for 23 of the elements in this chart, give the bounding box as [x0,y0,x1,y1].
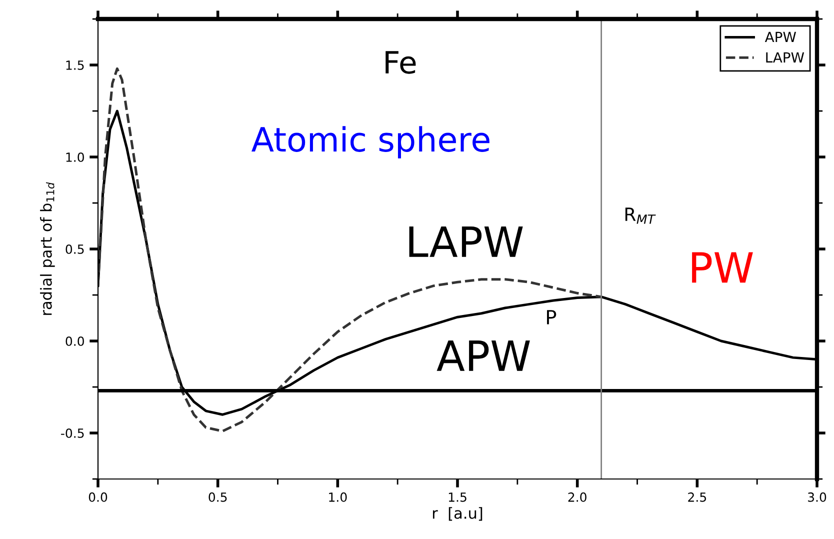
x-tick-label: 1.5 [448,492,466,502]
y-tick-label: 0.0 [66,336,84,346]
annotation: PW [692,252,753,283]
annotation: P [547,310,556,324]
x-tick-label: 3.0 [808,492,826,502]
x-tick-label: 2.5 [688,492,706,502]
y-axis-title: radial part of b$_{11d}$ [40,182,55,315]
y-tick-label: 0.5 [66,244,84,254]
annotation: APW [436,340,530,371]
x-axis-title: r [a.u] [432,507,482,521]
legend-label: LAPW [766,52,804,62]
y-tick-label: -0.5 [61,428,84,438]
x-tick-label: 2.0 [568,492,586,502]
x-tick-label: 1.0 [329,492,347,502]
legend-label: APW [764,32,796,42]
y-tick-label: 1.0 [66,152,84,162]
annotation: Fe [386,51,416,74]
annotation: Atomic sphere [252,126,490,158]
x-tick-label: 0.0 [88,492,108,502]
annotation: LAPW [409,226,523,257]
annotation: R$_{MT}$ [625,208,656,224]
y-tick-label: 1.5 [66,60,84,70]
x-tick-label: 0.5 [208,492,227,502]
